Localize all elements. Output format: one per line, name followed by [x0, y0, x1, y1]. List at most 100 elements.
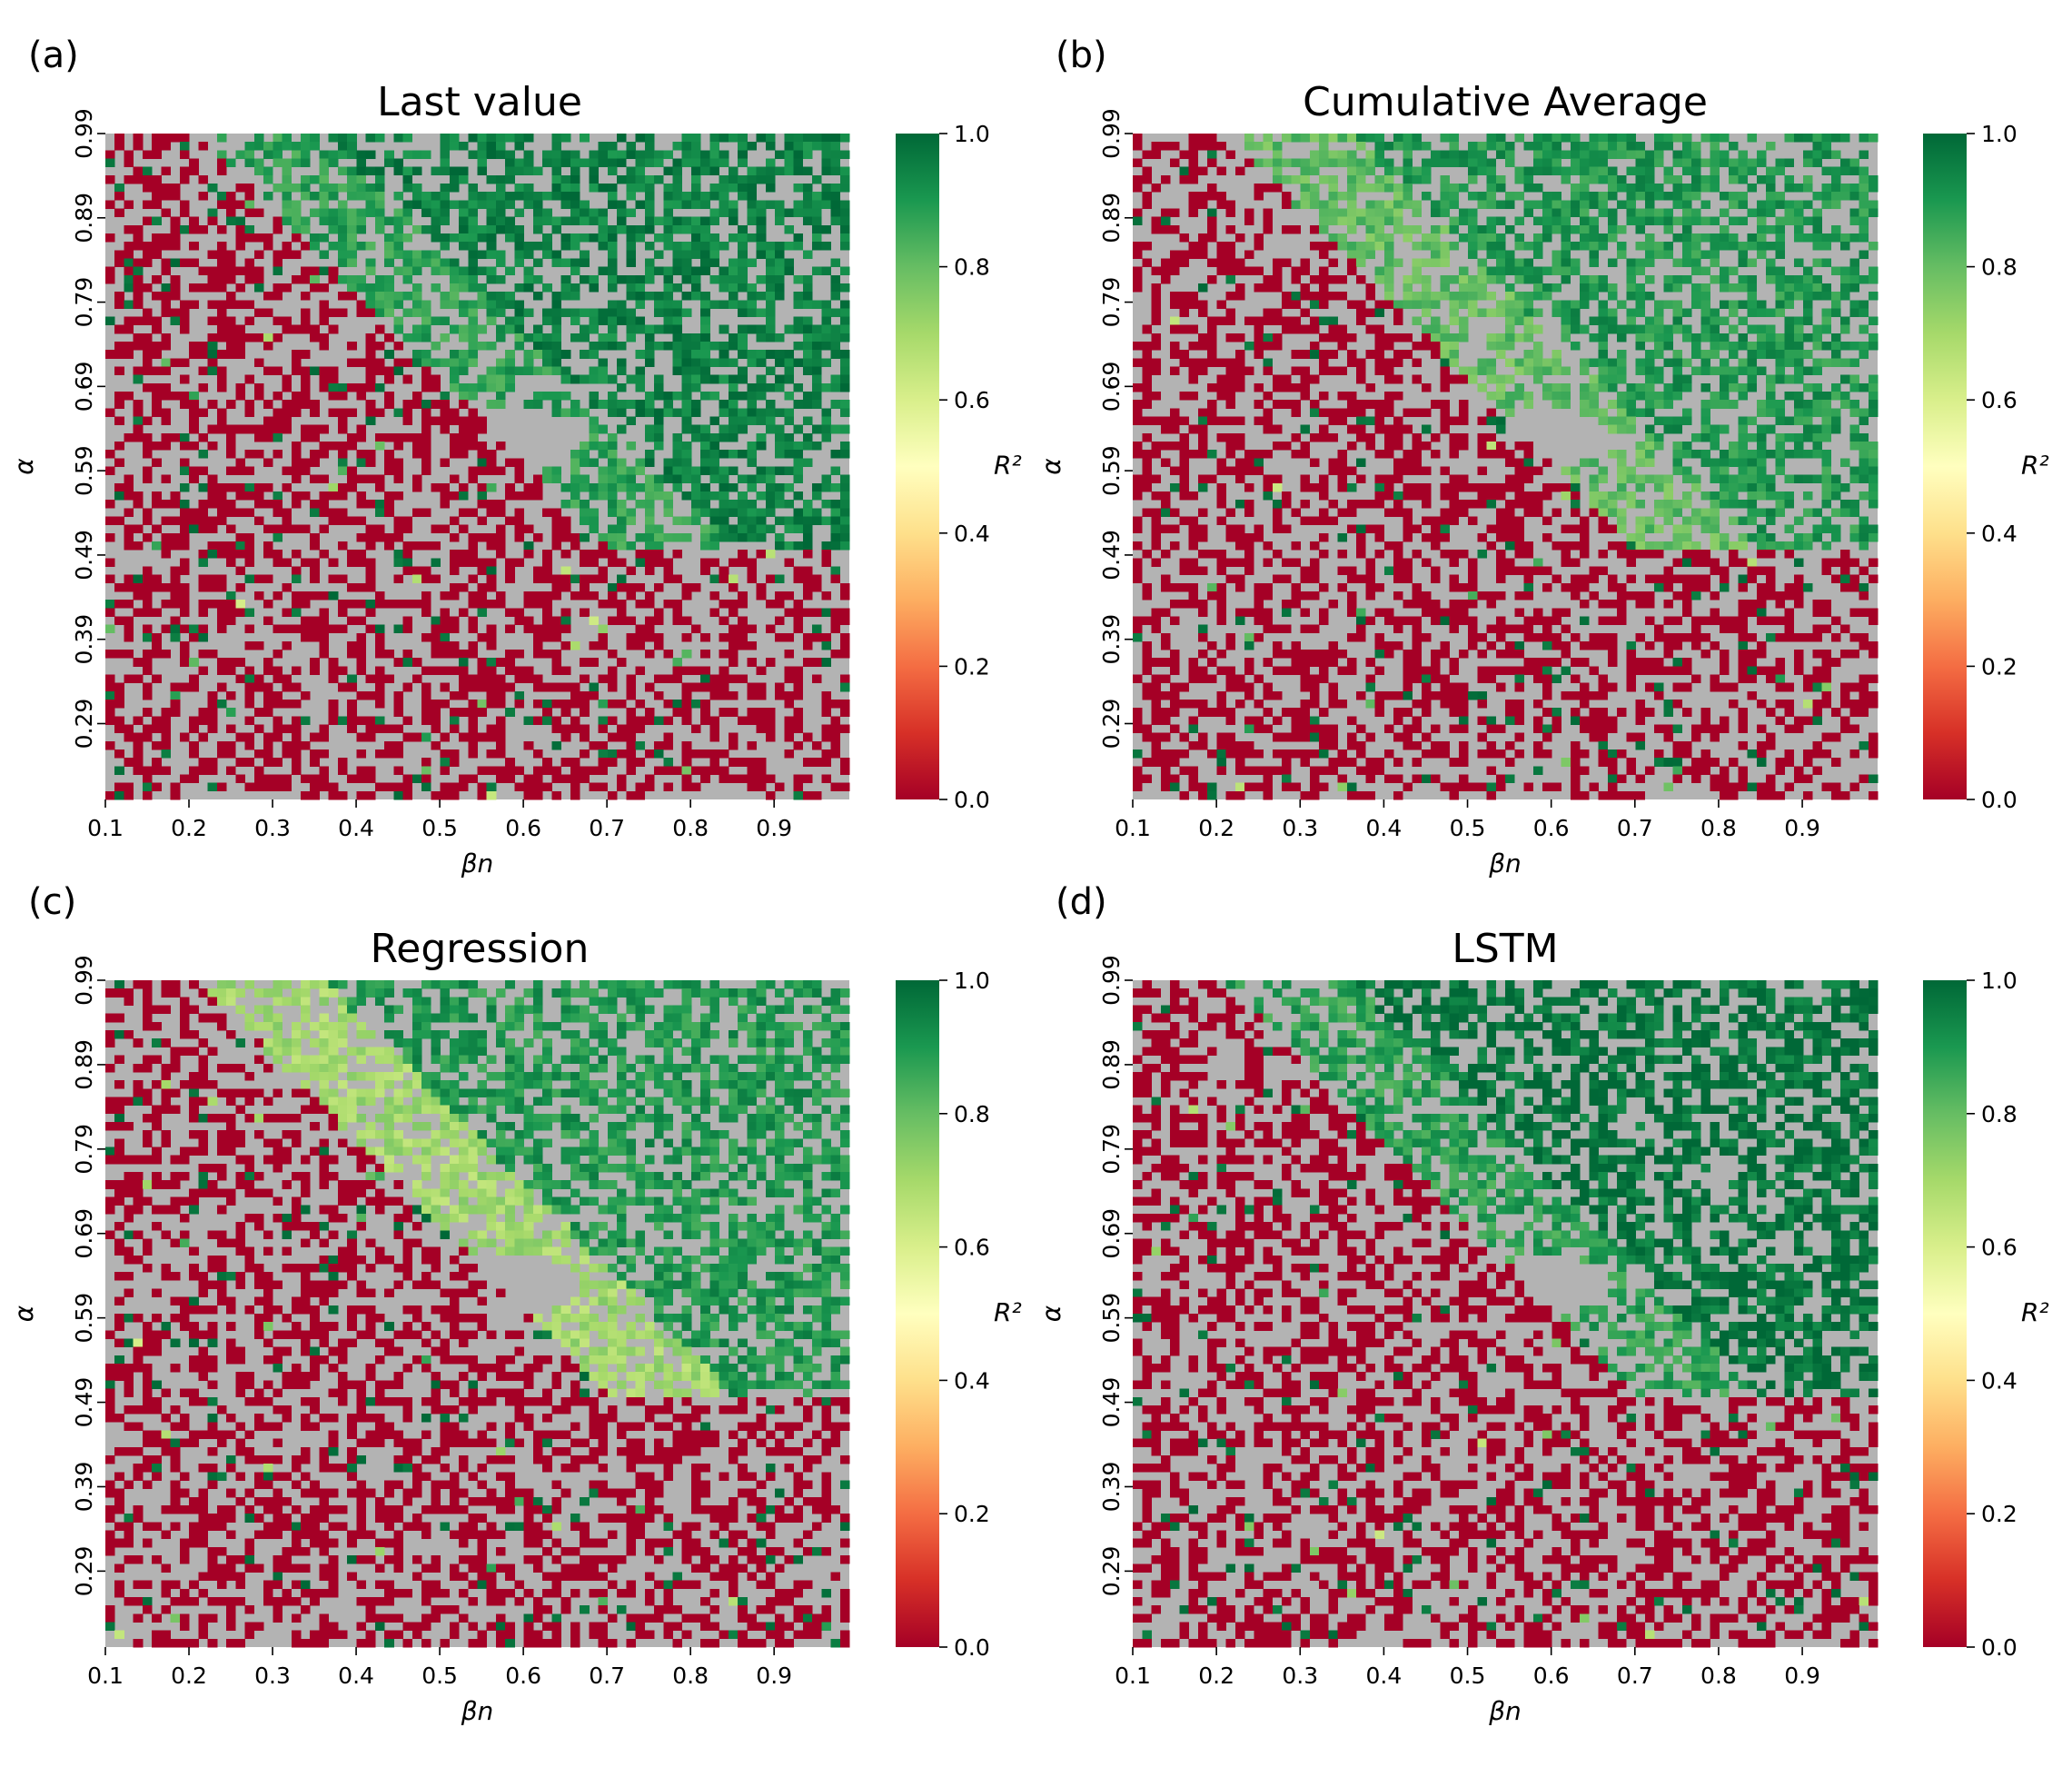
heatmap-cell — [672, 308, 683, 317]
heatmap-cell — [1440, 324, 1450, 334]
heatmap-cell — [681, 400, 692, 409]
heatmap-cell — [821, 432, 831, 442]
heatmap-cell — [337, 491, 348, 501]
heatmap-cell — [617, 658, 627, 667]
heatmap-cell — [738, 674, 748, 684]
heatmap-cell — [672, 224, 683, 234]
heatmap-cell — [1784, 358, 1795, 367]
heatmap-cell — [319, 174, 330, 184]
heatmap-cell — [617, 724, 627, 734]
heatmap-cell — [1505, 408, 1515, 417]
heatmap-cell — [124, 224, 134, 234]
heatmap-cell — [431, 666, 441, 675]
heatmap-cell — [421, 200, 431, 209]
heatmap-cell — [300, 308, 311, 317]
heatmap-cell — [393, 690, 403, 700]
heatmap-cell — [1607, 324, 1618, 334]
heatmap-cell — [1542, 392, 1552, 401]
heatmap-cell — [226, 558, 236, 567]
heatmap-cell — [1868, 174, 1879, 184]
heatmap-cell — [124, 300, 134, 309]
heatmap-cell — [793, 134, 804, 143]
heatmap-cell — [1580, 324, 1590, 334]
heatmap-cell — [812, 491, 822, 501]
heatmap-cell — [756, 134, 767, 143]
heatmap-cell — [393, 466, 403, 476]
heatmap-cell — [1793, 233, 1804, 243]
heatmap-cell — [486, 782, 497, 792]
heatmap-cell — [551, 700, 562, 709]
heatmap-cell — [114, 400, 124, 409]
heatmap-cell — [440, 732, 451, 742]
heatmap-cell — [356, 790, 367, 800]
heatmap-cell — [1803, 300, 1813, 309]
heatmap-cell — [1691, 342, 1701, 351]
heatmap-cell — [1440, 358, 1450, 367]
heatmap-cell — [468, 532, 478, 542]
heatmap-cell — [1793, 274, 1804, 284]
heatmap-cell — [1803, 350, 1813, 359]
heatmap-cell — [477, 500, 488, 509]
heatmap-cell — [216, 374, 227, 384]
heatmap-cell — [756, 233, 767, 243]
heatmap-cell — [756, 174, 767, 184]
heatmap-cell — [617, 608, 627, 617]
heatmap-cell — [663, 716, 673, 725]
heatmap-cell — [431, 233, 441, 243]
heatmap-cell — [282, 174, 292, 184]
heatmap-cell — [738, 174, 748, 184]
heatmap-cell — [189, 408, 199, 417]
heatmap-cell — [839, 216, 850, 226]
heatmap-cell — [1775, 216, 1785, 226]
heatmap-cell — [598, 566, 609, 576]
heatmap-cell — [133, 766, 144, 775]
heatmap-cell — [328, 574, 339, 584]
heatmap-cell — [1225, 308, 1236, 317]
heatmap-cell — [486, 250, 497, 259]
heatmap-cell — [626, 632, 636, 642]
heatmap-cell — [690, 500, 701, 509]
heatmap-cell — [681, 242, 692, 251]
heatmap-cell — [1700, 250, 1710, 259]
heatmap-cell — [1495, 142, 1506, 151]
heatmap-cell — [459, 774, 469, 784]
heatmap-cell — [124, 482, 134, 492]
heatmap-cell — [244, 150, 255, 159]
heatmap-cell — [235, 508, 245, 517]
heatmap-cell — [802, 366, 813, 376]
heatmap-cell — [700, 250, 710, 259]
heatmap-cell — [226, 690, 236, 700]
heatmap-cell — [1374, 300, 1385, 309]
heatmap-cell — [1542, 358, 1552, 367]
heatmap-cell — [253, 708, 264, 717]
heatmap-cell — [365, 342, 376, 351]
heatmap-cell — [505, 566, 515, 576]
heatmap-cell — [812, 574, 822, 584]
heatmap-cell — [1412, 374, 1423, 384]
heatmap-cell — [142, 150, 153, 159]
heatmap-cell — [709, 183, 720, 193]
heatmap-cell — [598, 466, 609, 476]
heatmap-cell — [830, 650, 841, 659]
heatmap-cell — [337, 274, 348, 284]
heatmap-cell — [291, 524, 302, 534]
heatmap-cell — [1859, 308, 1869, 317]
heatmap-cell — [1458, 150, 1469, 159]
heatmap-cell — [1142, 242, 1152, 251]
heatmap-cell — [570, 466, 580, 476]
heatmap-cell — [310, 450, 320, 459]
heatmap-cell — [1468, 166, 1478, 176]
heatmap-cell — [374, 682, 385, 692]
heatmap-cell — [626, 242, 636, 251]
heatmap-cell — [747, 258, 758, 267]
heatmap-cell — [1681, 324, 1692, 334]
heatmap-cell — [663, 266, 673, 276]
heatmap-cell — [1784, 208, 1795, 218]
heatmap-cell — [681, 200, 692, 209]
heatmap-cell — [1626, 292, 1636, 301]
heatmap-cell — [607, 616, 618, 625]
heatmap-cell — [300, 324, 311, 334]
heatmap-cell — [1607, 382, 1618, 392]
heatmap-cell — [1635, 324, 1646, 334]
